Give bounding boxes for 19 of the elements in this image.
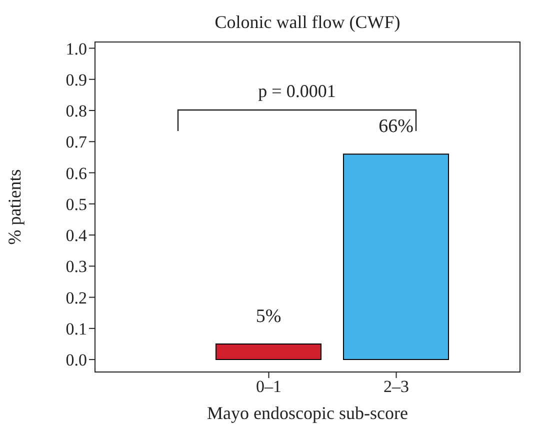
- x-tick-label: 0–1: [256, 377, 282, 396]
- y-tick-label: 0.3: [66, 257, 87, 276]
- annotation: p = 0.0001: [258, 81, 336, 101]
- y-tick-label: 0.5: [66, 194, 87, 214]
- y-tick-label: 0.0: [66, 350, 87, 370]
- y-tick-label: 0.9: [66, 70, 87, 90]
- y-tick-label: 0.2: [66, 288, 87, 308]
- y-axis-title: % patients: [4, 169, 24, 245]
- data-label: 5%: [256, 306, 282, 327]
- y-tick-label: 0.4: [66, 226, 88, 246]
- y-tick-label: 1.0: [66, 39, 87, 58]
- chart-title: Colonic wall flow (CWF): [214, 12, 400, 32]
- y-tick-label: 0.6: [66, 164, 87, 183]
- y-tick-label: 0.8: [66, 102, 87, 121]
- x-tick-label: 2–3: [384, 377, 409, 396]
- y-tick-label: 0.7: [66, 132, 88, 152]
- y-tick-label: 0.1: [66, 319, 87, 338]
- data-label: 66%: [378, 116, 414, 138]
- x-axis-title: Mayo endoscopic sub-score: [207, 403, 408, 423]
